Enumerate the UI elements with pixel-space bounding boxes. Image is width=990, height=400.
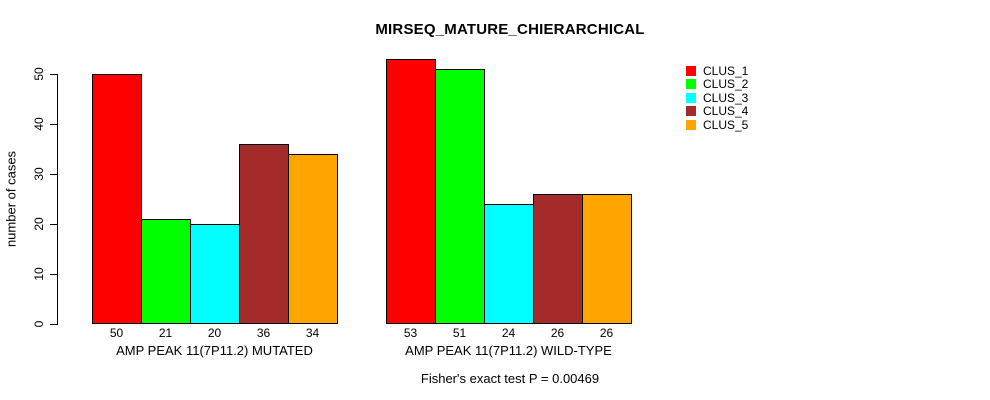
legend-item-clus_5: CLUS_5 (686, 117, 749, 132)
legend-item-label: CLUS_3 (703, 90, 749, 105)
bar-value-label: 24 (501, 326, 516, 340)
y-tick (50, 224, 57, 225)
legend-item-label: CLUS_5 (703, 117, 749, 132)
bar-value-label: 20 (207, 326, 222, 340)
y-tick (50, 174, 57, 175)
bar-value-label: 53 (403, 326, 418, 340)
bar-value-label: 26 (550, 326, 565, 340)
y-tick-label: 10 (32, 267, 46, 281)
bar-clus_2-group0 (141, 219, 191, 324)
bar-clus_5-group1 (582, 194, 632, 324)
bar-value-label: 21 (158, 326, 173, 340)
y-tick (50, 124, 57, 125)
legend-item-clus_1: CLUS_1 (686, 64, 749, 78)
bar-clus_3-group1 (484, 204, 534, 324)
y-tick (50, 74, 57, 75)
bar-value-label: 26 (599, 326, 614, 340)
bar-clus_5-group0 (288, 154, 338, 324)
y-tick-label: 20 (32, 217, 46, 231)
y-tick (50, 274, 57, 275)
y-tick-label: 0 (32, 320, 46, 328)
bar-value-label: 51 (452, 326, 467, 340)
legend-color-swatch (686, 79, 696, 90)
legend-color-swatch (686, 119, 696, 130)
x-group-label: AMP PEAK 11(7P11.2) MUTATED (116, 343, 313, 358)
legend-item-clus_4: CLUS_4 (686, 104, 749, 119)
bar-clus_4-group1 (533, 194, 583, 324)
bar-clus_3-group0 (190, 224, 240, 324)
x-group-label: AMP PEAK 11(7P11.2) WILD-TYPE (405, 343, 612, 358)
bar-clus_2-group1 (435, 69, 485, 324)
bar-clus_1-group1 (386, 59, 436, 324)
bar-value-label: 50 (109, 326, 124, 340)
legend-item-label: CLUS_1 (703, 64, 749, 78)
bar-clus_1-group0 (92, 74, 142, 324)
legend-item-clus_3: CLUS_3 (686, 90, 749, 105)
y-tick-label: 50 (32, 67, 46, 81)
annotation-fisher-test: Fisher's exact test P = 0.00469 (420, 371, 600, 386)
y-tick-label: 30 (32, 167, 46, 181)
legend-item-label: CLUS_4 (703, 104, 749, 119)
y-tick (50, 324, 57, 325)
legend-color-swatch (686, 106, 696, 117)
bar-value-label: 36 (256, 326, 271, 340)
legend-color-swatch (686, 66, 696, 76)
legend-item-clus_2: CLUS_2 (686, 77, 749, 92)
legend-item-label: CLUS_2 (703, 77, 749, 92)
bar-value-label: 34 (305, 326, 320, 340)
legend-color-swatch (686, 92, 696, 103)
chart-title: MIRSEQ_MATURE_CHIERARCHICAL (375, 21, 645, 38)
y-tick-label: 40 (32, 117, 46, 131)
y-axis-line (57, 74, 58, 325)
bar-clus_4-group0 (239, 144, 289, 324)
y-axis-label: number of cases (3, 150, 19, 248)
